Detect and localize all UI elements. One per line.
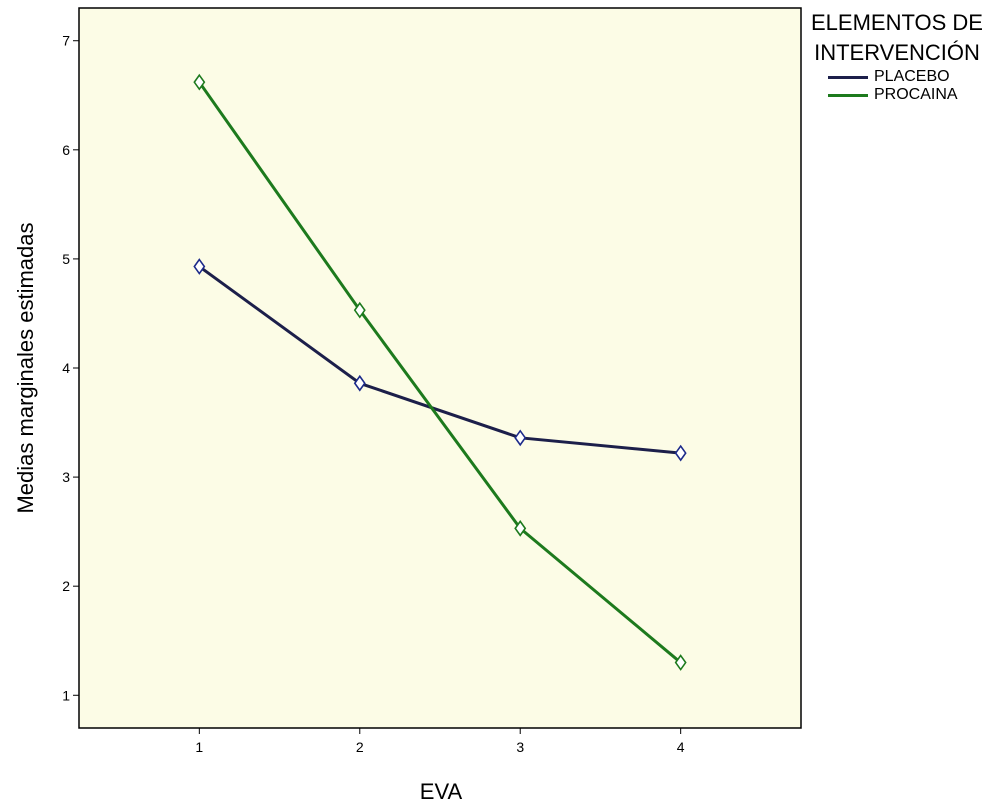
series-line-procaina xyxy=(198,81,682,664)
plot-area xyxy=(78,7,802,729)
data-point-procaina xyxy=(514,519,527,537)
data-point-procaina xyxy=(674,654,687,671)
series-layer xyxy=(193,73,687,671)
y-tick-label: 3 xyxy=(62,469,70,485)
data-point-placebo xyxy=(193,258,206,275)
y-tick-label: 1 xyxy=(62,687,70,703)
x-tick-label: 3 xyxy=(516,739,524,755)
y-axis-title: Medias marginales estimadas xyxy=(13,222,38,513)
data-point-procaina xyxy=(353,301,366,319)
y-tick-label: 5 xyxy=(62,251,70,267)
y-tick-label: 4 xyxy=(62,360,70,376)
legend-item: PLACEBO xyxy=(828,68,986,86)
y-axis: 1 2 3 4 5 6 7 xyxy=(62,33,79,703)
y-tick-label: 6 xyxy=(62,142,70,158)
series-line-placebo xyxy=(198,265,681,455)
x-tick-label: 1 xyxy=(195,739,203,755)
x-tick-label: 2 xyxy=(356,739,364,755)
data-point-placebo xyxy=(674,444,687,462)
data-point-procaina xyxy=(193,73,206,91)
legend: ELEMENTOS DE INTERVENCIÓN PLACEBO PROCAIN… xyxy=(808,8,986,104)
legend-items: PLACEBO PROCAINA xyxy=(808,68,986,104)
legend-label: PROCAINA xyxy=(874,86,958,103)
y-tick-label: 2 xyxy=(62,578,70,594)
legend-swatch xyxy=(828,75,868,79)
legend-title: ELEMENTOS DE INTERVENCIÓN xyxy=(811,10,983,65)
x-axis-title: EVA xyxy=(420,779,463,804)
data-point-placebo xyxy=(514,429,527,447)
x-axis: 1 2 3 4 xyxy=(195,728,685,755)
legend-label: PLACEBO xyxy=(874,68,950,85)
legend-swatch xyxy=(828,93,868,97)
x-tick-label: 4 xyxy=(677,739,685,755)
data-point-placebo xyxy=(353,374,366,392)
legend-item: PROCAINA xyxy=(828,86,986,104)
y-tick-label: 7 xyxy=(62,33,70,49)
